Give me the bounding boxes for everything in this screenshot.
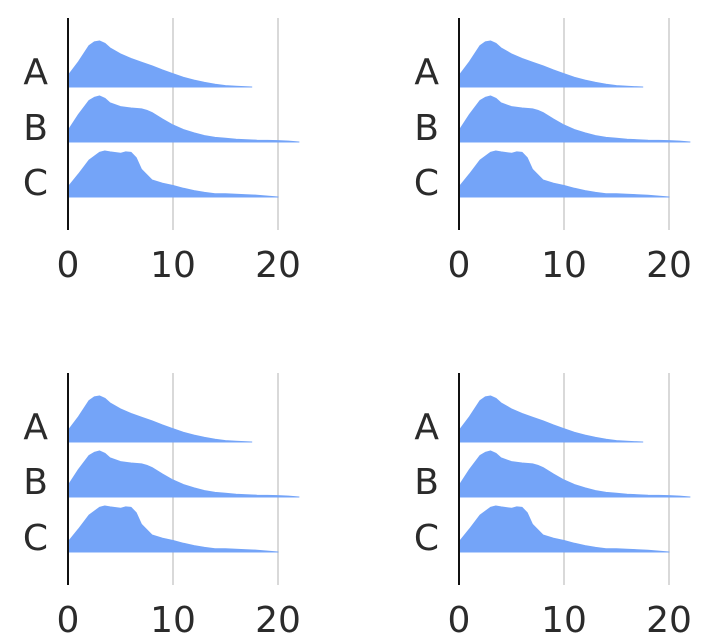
- ridge-b: [458, 95, 691, 143]
- x-tick-label-10: 10: [541, 600, 587, 641]
- ridge-a: [67, 40, 253, 88]
- ridge-b: [67, 450, 300, 498]
- ridge-b: [458, 450, 691, 498]
- ridge-c: [67, 505, 279, 553]
- x-tick-label-10: 10: [150, 600, 196, 641]
- x-tick-label-0: 0: [57, 245, 80, 286]
- category-label-c: C: [414, 518, 439, 559]
- category-label-a: A: [414, 407, 439, 448]
- ridge-c: [67, 150, 279, 198]
- ridge-a: [458, 395, 644, 443]
- x-tick-label-20: 20: [255, 245, 301, 286]
- category-label-a: A: [23, 407, 48, 448]
- x-tick-label-20: 20: [255, 600, 301, 641]
- category-label-b: B: [23, 108, 48, 149]
- category-label-c: C: [23, 163, 48, 204]
- ridge-c: [458, 505, 670, 553]
- x-tick-label-20: 20: [646, 245, 692, 286]
- category-label-a: A: [23, 52, 48, 93]
- category-label-b: B: [414, 108, 439, 149]
- x-tick-label-10: 10: [541, 245, 587, 286]
- category-label-c: C: [23, 518, 48, 559]
- x-tick-label-0: 0: [448, 600, 471, 641]
- x-tick-label-20: 20: [646, 600, 692, 641]
- category-label-b: B: [23, 462, 48, 503]
- x-tick-label-0: 0: [57, 600, 80, 641]
- ridge-a: [458, 40, 644, 88]
- x-tick-label-0: 0: [448, 245, 471, 286]
- category-label-c: C: [414, 163, 439, 204]
- ridge-b: [67, 95, 300, 143]
- x-tick-label-10: 10: [150, 245, 196, 286]
- ridge-c: [458, 150, 670, 198]
- category-label-b: B: [414, 462, 439, 503]
- category-label-a: A: [414, 52, 439, 93]
- ridge-a: [67, 395, 253, 443]
